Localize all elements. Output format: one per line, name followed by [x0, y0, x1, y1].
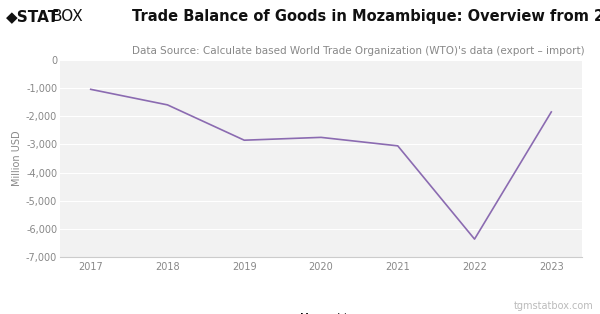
- Text: BOX: BOX: [51, 9, 83, 24]
- Text: Data Source: Calculate based World Trade Organization (WTO)'s data (export – imp: Data Source: Calculate based World Trade…: [132, 46, 584, 56]
- Legend: Mozambique: Mozambique: [272, 309, 370, 314]
- Text: Trade Balance of Goods in Mozambique: Overview from 2017 to 2023: Trade Balance of Goods in Mozambique: Ov…: [132, 9, 600, 24]
- Text: tgmstatbox.com: tgmstatbox.com: [514, 301, 594, 311]
- Y-axis label: Million USD: Million USD: [12, 131, 22, 187]
- Text: ◆STAT: ◆STAT: [6, 9, 59, 24]
